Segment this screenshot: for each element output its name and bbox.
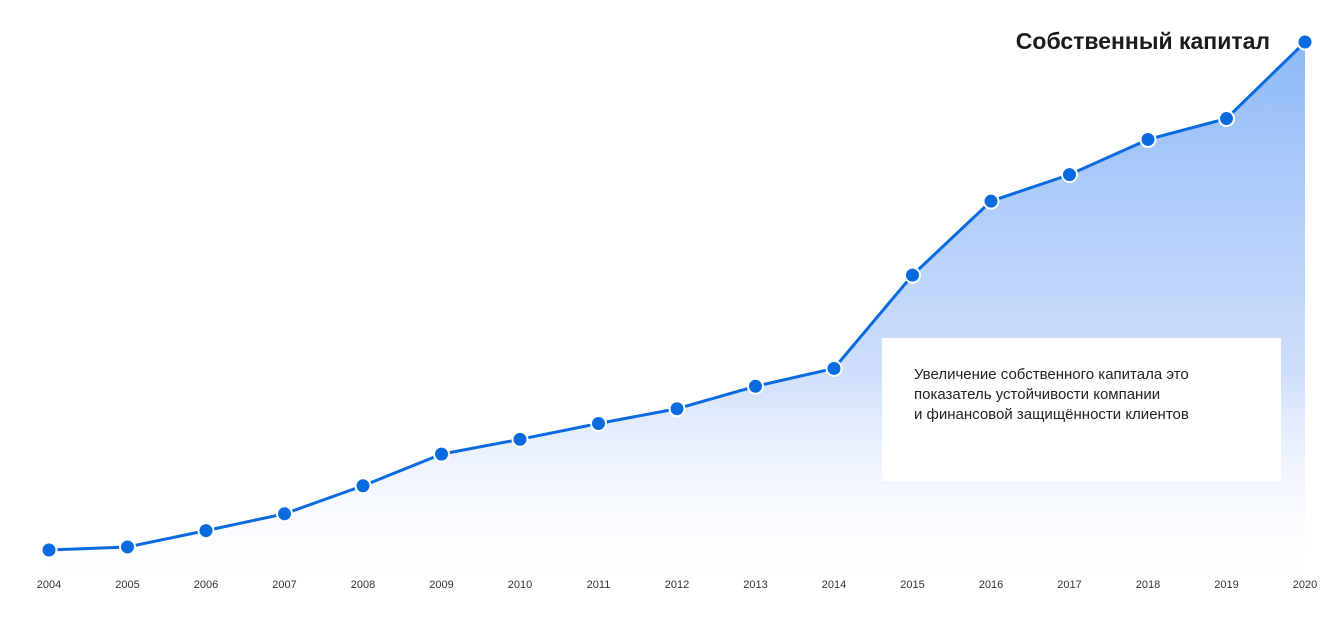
data-point-2009[interactable]: [433, 445, 450, 463]
annotation-line: показатель устойчивости компании: [914, 386, 1161, 403]
data-point-2018[interactable]: [1139, 130, 1157, 148]
x-tick-label: 2018: [1136, 579, 1160, 591]
data-point-2005[interactable]: [119, 538, 136, 556]
data-point-2012[interactable]: [668, 400, 686, 418]
x-tick-label: 2007: [272, 579, 296, 591]
x-tick-label: 2015: [900, 579, 924, 591]
data-point-2008[interactable]: [354, 477, 372, 495]
x-tick-label: 2014: [822, 579, 846, 591]
x-tick-label: 2013: [743, 579, 767, 591]
x-axis-ticks: 2004 2005 2006 2007 2008 2009 2010 2011 2012 2013…: [37, 579, 1317, 591]
chart-title: Собственный капитал: [1015, 28, 1270, 54]
data-point-2015[interactable]: [904, 266, 921, 284]
x-tick-label: 2005: [115, 579, 139, 591]
data-points: [40, 33, 1314, 559]
data-point-2014[interactable]: [825, 359, 843, 377]
area-fill: [49, 42, 1305, 601]
x-tick-label: 2008: [351, 579, 375, 591]
data-point-2010[interactable]: [511, 430, 529, 448]
x-tick-label: 2012: [665, 579, 689, 591]
data-point-2011[interactable]: [590, 415, 607, 433]
x-tick-label: 2020: [1293, 579, 1317, 591]
x-tick-label: 2004: [37, 579, 61, 591]
x-tick-label: 2006: [194, 579, 218, 591]
data-point-2020[interactable]: [1296, 33, 1314, 51]
x-tick-label: 2019: [1214, 579, 1238, 591]
data-point-2007[interactable]: [276, 505, 293, 523]
x-tick-label: 2010: [508, 579, 532, 591]
data-point-2006[interactable]: [197, 522, 215, 540]
x-tick-label: 2016: [979, 579, 1003, 591]
series-area: [49, 42, 1305, 601]
data-point-2013[interactable]: [747, 377, 764, 395]
annotation-line: Увеличение собственного капитала это: [914, 366, 1189, 383]
annotation-box: Увеличение собственного капитала это пок…: [882, 338, 1281, 481]
x-tick-label: 2017: [1057, 579, 1081, 591]
x-tick-label: 2009: [429, 579, 453, 591]
annotation-line: и финансовой защищённости клиентов: [914, 406, 1189, 423]
data-point-2016[interactable]: [982, 192, 1000, 210]
x-tick-label: 2011: [587, 579, 611, 591]
data-point-2019[interactable]: [1218, 110, 1235, 128]
data-point-2004[interactable]: [40, 541, 58, 559]
data-point-2017[interactable]: [1061, 166, 1078, 184]
